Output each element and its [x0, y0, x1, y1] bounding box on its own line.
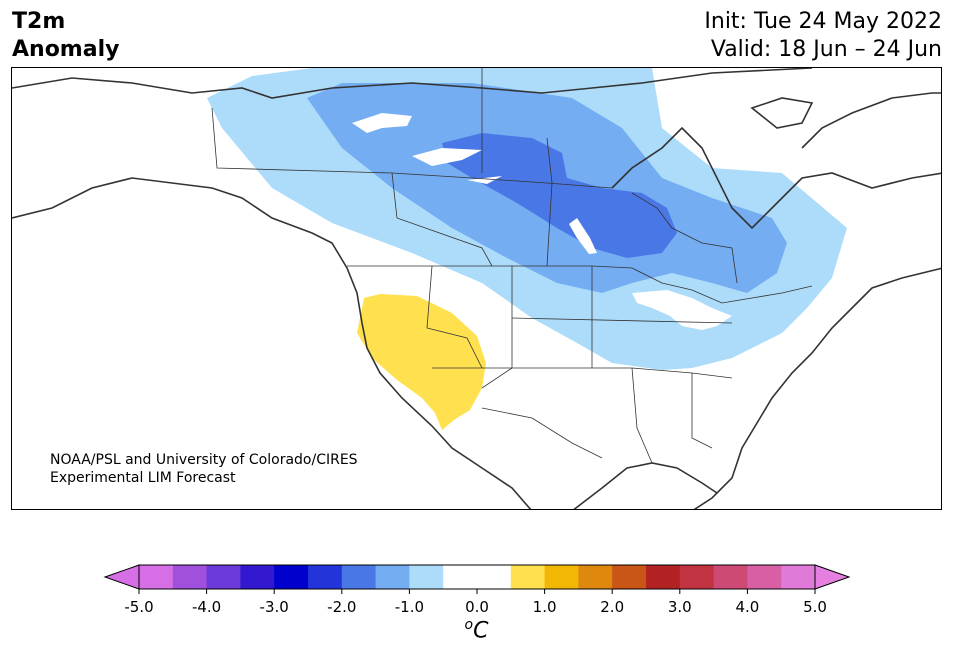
colorbar-segment [172, 565, 208, 589]
colorbar-segment [477, 565, 512, 589]
colorbar-segment [612, 565, 647, 589]
colorbar-ticks: -5.0 -4.0 -3.0 -2.0 -1.0 0.0 1.0 2.0 3.0 4.0 5.0 [124, 589, 827, 616]
anomaly-region-deep-blue [442, 133, 677, 258]
anomaly-fill [207, 68, 847, 430]
colorbar-segment [578, 565, 613, 589]
lake-winnipeg [569, 218, 597, 254]
colorbar-segment [341, 565, 377, 589]
units-degree: o [464, 617, 474, 633]
colorbar-segment [646, 565, 681, 589]
colorbar-tick-label: -5.0 [124, 598, 153, 616]
units-letter: C [473, 618, 489, 644]
colorbar-segment [544, 565, 579, 589]
title-variable: T2m [12, 9, 66, 34]
colorbar: -5.0 -4.0 -3.0 -2.0 -1.0 0.0 1.0 2.0 3.0 4.0 5.0 [0, 560, 953, 655]
anomaly-map [12, 68, 941, 509]
colorbar-segment [510, 565, 546, 589]
colorbar-segment [713, 565, 748, 589]
great-lakes [632, 290, 732, 330]
colorbar-segment [375, 565, 410, 589]
colorbar-tick-label: 5.0 [803, 598, 827, 616]
forecast-dates: Init: Tue 24 May 2022 Valid: 18 Jun – 24… [704, 8, 942, 64]
colorbar-under-arrow [103, 564, 140, 590]
colorbar-tick-label: 1.0 [533, 598, 557, 616]
colorbar-segment [747, 565, 782, 589]
colorbar-segments [139, 565, 816, 589]
colorbar-segment [781, 565, 816, 589]
colorbar-segment [240, 565, 275, 589]
map-title: T2m Anomaly [12, 8, 119, 64]
colorbar-segment [308, 565, 343, 589]
great-bear-lake [352, 113, 412, 133]
init-date: Init: Tue 24 May 2022 [704, 9, 942, 34]
colorbar-segment [443, 565, 478, 589]
colorbar-tick-label: 0.0 [465, 598, 489, 616]
colorbar-tick-label: 4.0 [735, 598, 759, 616]
credit-text: NOAA/PSL and University of Colorado/CIRE… [50, 451, 358, 487]
colorbar-segment [409, 565, 444, 589]
colorbar-segment [274, 565, 309, 589]
valid-range: Valid: 18 Jun – 24 Jun [710, 37, 942, 62]
credit-line-1: NOAA/PSL and University of Colorado/CIRE… [50, 452, 358, 468]
colorbar-segment [139, 565, 174, 589]
colorbar-tick-label: -1.0 [395, 598, 424, 616]
colorbar-segment [206, 565, 241, 589]
lakes [352, 113, 732, 330]
credit-line-2: Experimental LIM Forecast [50, 470, 236, 486]
colorbar-units: oC [0, 617, 953, 643]
political-borders [211, 68, 813, 464]
colorbar-segment [679, 565, 715, 589]
colorbar-tick-label: 2.0 [600, 598, 624, 616]
anomaly-region-yellow [357, 294, 486, 430]
great-slave-lake [412, 148, 482, 166]
colorbar-graphic: -5.0 -4.0 -3.0 -2.0 -1.0 0.0 1.0 2.0 3.0 4.0 5.0 [103, 564, 851, 616]
map-panel: NOAA/PSL and University of Colorado/CIRE… [11, 67, 942, 510]
colorbar-tick-label: -2.0 [327, 598, 356, 616]
title-subtitle: Anomaly [12, 37, 120, 62]
colorbar-tick-label: 3.0 [668, 598, 692, 616]
lake-athabasca [467, 176, 502, 184]
colorbar-over-arrow [814, 564, 851, 590]
colorbar-tick-label: -3.0 [260, 598, 289, 616]
colorbar-tick-label: -4.0 [192, 598, 221, 616]
